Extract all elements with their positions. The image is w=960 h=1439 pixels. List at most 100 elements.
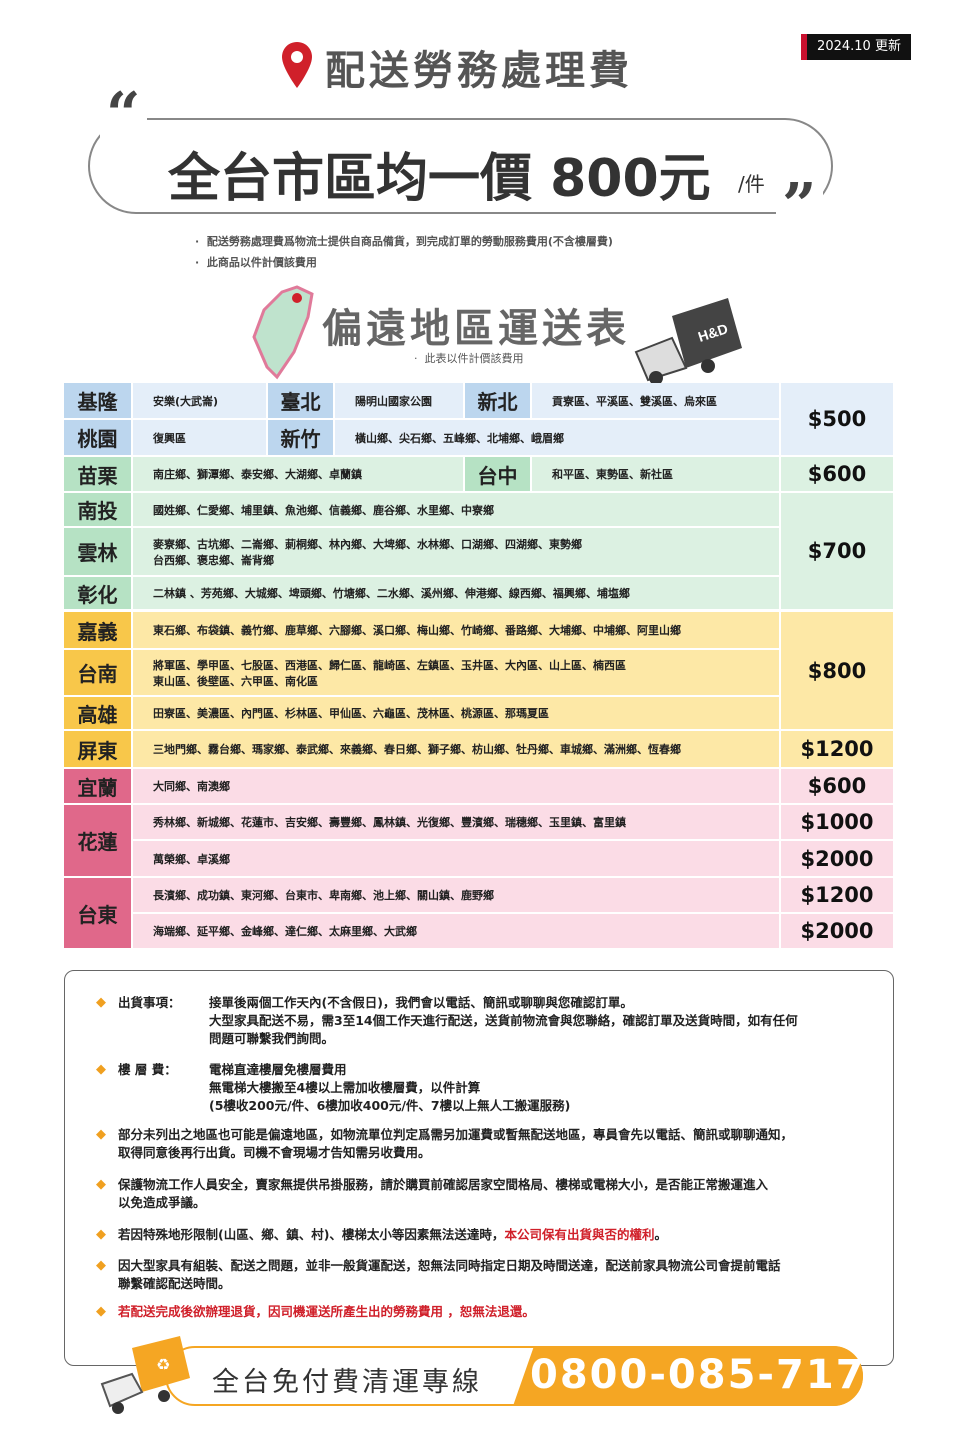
district-list: 東石鄉、布袋鎮、義竹鄉、鹿草鄉、六腳鄉、溪口鄉、梅山鄉、竹崎鄉、番路鄉、大埔鄉、… <box>153 624 681 637</box>
fee-note-text: 此商品以件計價該費用 <box>206 256 317 269</box>
location-pin-icon <box>282 42 312 88</box>
note-terrain: ◆ 若因特殊地形限制(山區、鄉、鎮、村)、樓梯太小等因素無法送達時，本公司保有出貨… <box>96 1226 667 1244</box>
district-list: 國姓鄉、仁愛鄉、埔里鎮、魚池鄉、信義鄉、鹿谷鄉、水里鄉、中寮鄉 <box>153 503 494 517</box>
region-label: 花蓮 <box>64 805 131 876</box>
note-line: (5樓收200元/件、6樓加收400元/件、7樓以上無人工搬運服務) <box>209 1098 571 1113</box>
recycle-truck-icon: ♻ <box>100 1336 190 1414</box>
hotline-number[interactable]: 0800-085-717 <box>530 1352 866 1398</box>
district-cell: 大同鄉、南澳鄉 <box>133 769 779 803</box>
district-cell: 海端鄉、延平鄉、金峰鄉、達仁鄉、太麻里鄉、大武鄉 <box>133 914 779 948</box>
district-cell: 將軍區、學甲區、七股區、西港區、歸仁區、龍崎區、左鎮區、玉井區、大內區、山上區、… <box>133 650 779 695</box>
fee-note: · 配送勞務處理費爲物流士提供自商品備貨，到完成訂單的勞動服務費用(不含樓層費) <box>195 235 613 248</box>
district-list: 安樂(大武崙) <box>153 394 219 408</box>
district-list: 東山區、後壁區、六甲區、南化區 <box>153 674 318 688</box>
remote-area-subtitle: · 此表以件計價該費用 <box>414 352 524 365</box>
note-line: 問題可聯繫我們詢問。 <box>209 1031 335 1046</box>
diamond-bullet-icon: ◆ <box>96 1227 106 1242</box>
district-list: 貢寮區、平溪區、雙溪區、烏來區 <box>552 394 717 408</box>
district-cell: 和平區、東勢區、新社區 <box>532 457 779 491</box>
district-list: 南庄鄉、獅潭鄉、泰安鄉、大湖鄉、卓蘭鎮 <box>153 468 362 481</box>
note-line: 接單後兩個工作天內(不含假日)，我們會以電話、簡訊或聊聊與您確認訂單。 <box>209 995 633 1010</box>
note-line: 保護物流工作人員安全，賣家無提供吊掛服務，請於購買前確認居家空間格局、樓梯或電梯… <box>118 1177 769 1192</box>
open-quote-icon: “ <box>100 80 147 150</box>
price-cell: $800 <box>781 612 893 729</box>
district-list: 橫山鄉、尖石鄉、五峰鄉、北埔鄉、峨眉鄉 <box>355 431 564 445</box>
note-shipping: ◆ 出貨事項： <box>96 994 181 1012</box>
diamond-bullet-icon: ◆ <box>96 1062 106 1077</box>
district-list: 二林鎮 、芳苑鄉、大城鄉、埤頭鄉、竹塘鄉、二水鄉、溪州鄉、伸港鄉、線西鄉、福興鄉… <box>153 587 630 600</box>
region-label: 高雄 <box>64 697 131 729</box>
note-label: 出貨事項： <box>118 995 181 1010</box>
remote-area-title: 偏遠地區運送表 <box>322 306 630 352</box>
district-cell: 國姓鄉、仁愛鄉、埔里鎮、魚池鄉、信義鄉、鹿谷鄉、水里鄉、中寮鄉 <box>133 493 779 526</box>
region-label: 新北 <box>465 383 530 418</box>
region-label: 新竹 <box>268 420 333 455</box>
note-line: 若因特殊地形限制(山區、鄉、鎮、村)、樓梯太小等因素無法送達時， <box>118 1227 505 1242</box>
region-label: 南投 <box>64 493 131 526</box>
note-schedule: ◆ 因大型家具有組裝、配送之問題，並非一般貨運配送，恕無法同時指定日期及時間送達，… <box>96 1257 781 1293</box>
price-cell: $600 <box>781 769 893 803</box>
district-cell: 麥寮鄉、古坑鄉、二崙鄉、莿桐鄉、林內鄉、大埤鄉、水林鄉、口湖鄉、四湖鄉、東勢鄉台… <box>133 528 779 575</box>
note-floor-body: 電梯直達樓層免樓層費用無電梯大樓搬至4樓以上需加收樓層費，以件計算 (5樓收200… <box>209 1061 570 1115</box>
remote-subtitle-text: 此表以件計價該費用 <box>424 352 524 365</box>
fee-note-text: 配送勞務處理費爲物流士提供自商品備貨，到完成訂單的勞動服務費用(不含樓層費) <box>206 235 613 248</box>
note-return: ◆ 若配送完成後欲辦理退貨，因司機運送所產生出的勞務費用 ，恕無法退還。 <box>96 1303 535 1321</box>
note-line: 電梯直達樓層免樓層費用 <box>209 1062 347 1077</box>
note-highlight: 本公司保有出貨與否的權利 <box>504 1227 655 1242</box>
update-badge: 2024.10 更新 <box>801 34 911 60</box>
region-label: 嘉義 <box>64 612 131 648</box>
note-line: 大型家具配送不易，需3至14個工作天進行配送，送貨前物流會與您聯絡，確認訂單及送… <box>209 1013 798 1028</box>
note-safety: ◆ 保護物流工作人員安全，賣家無提供吊掛服務，請於購買前確認居家空間格局、樓梯或電… <box>96 1176 769 1212</box>
page-title: 配送勞務處理費 <box>325 48 633 94</box>
price-cell: $2000 <box>781 841 893 876</box>
district-list: 麥寮鄉、古坑鄉、二崙鄉、莿桐鄉、林內鄉、大埤鄉、水林鄉、口湖鄉、四湖鄉、東勢鄉 <box>153 537 582 551</box>
note-line: 無電梯大樓搬至4樓以上需加收樓層費，以件計算 <box>209 1080 481 1095</box>
district-cell: 二林鎮 、芳苑鄉、大城鄉、埤頭鄉、竹塘鄉、二水鄉、溪州鄉、伸港鄉、線西鄉、福興鄉… <box>133 577 779 609</box>
district-list: 海端鄉、延平鄉、金峰鄉、達仁鄉、太麻里鄉、大武鄉 <box>153 925 417 938</box>
district-list: 復興區 <box>153 431 186 445</box>
note-remote: ◆ 部分未列出之地區也可能是偏遠地區，如物流單位判定爲需另加運費或暫無配送地區，專… <box>96 1126 794 1162</box>
region-label: 台東 <box>64 878 131 948</box>
note-floor: ◆ 樓 層 費： <box>96 1061 177 1079</box>
district-list: 三地門鄉、霧台鄉、瑪家鄉、泰武鄉、來義鄉、春日鄉、獅子鄉、枋山鄉、牡丹鄉、車城鄉… <box>153 743 681 756</box>
district-cell: 長濱鄉、成功鎮、東河鄉、台東市、卑南鄉、池上鄉、關山鎮、鹿野鄉 <box>133 878 779 912</box>
diamond-bullet-icon: ◆ <box>96 1177 106 1192</box>
district-list: 陽明山國家公園 <box>355 394 432 408</box>
district-list: 和平區、東勢區、新社區 <box>552 468 673 481</box>
district-cell: 貢寮區、平溪區、雙溪區、烏來區 <box>532 383 779 418</box>
price-cell: $1000 <box>781 805 893 839</box>
district-list: 萬榮鄉、卓溪鄉 <box>153 852 230 866</box>
district-list: 台西鄉、褒忠鄉、崙背鄉 <box>153 553 274 567</box>
district-cell: 萬榮鄉、卓溪鄉 <box>133 841 779 876</box>
price-cell: $2000 <box>781 914 893 948</box>
fee-note: · 此商品以件計價該費用 <box>195 256 317 269</box>
close-quote-icon: ” <box>776 176 823 236</box>
district-cell: 秀林鄉、新城鄉、花蓮市、吉安鄉、壽豐鄉、鳳林鎮、光復鄉、豐濱鄉、瑞穗鄉、玉里鎮、… <box>133 805 779 839</box>
svg-text:♻: ♻ <box>156 1355 170 1374</box>
region-label: 宜蘭 <box>64 769 131 803</box>
district-cell: 橫山鄉、尖石鄉、五峰鄉、北埔鄉、峨眉鄉 <box>335 420 779 455</box>
diamond-bullet-icon: ◆ <box>96 1304 106 1319</box>
note-line: 聯繫確認配送時間。 <box>118 1276 231 1291</box>
note-line: 。 <box>654 1227 667 1242</box>
district-cell: 復興區 <box>133 420 266 455</box>
price-cell: $600 <box>781 457 893 491</box>
price-cell: $1200 <box>781 878 893 912</box>
diamond-bullet-icon: ◆ <box>96 1258 106 1273</box>
region-label: 彰化 <box>64 577 131 609</box>
region-label: 臺北 <box>268 383 333 418</box>
diamond-bullet-icon: ◆ <box>96 1127 106 1142</box>
region-label: 屏東 <box>64 731 131 767</box>
district-cell: 南庄鄉、獅潭鄉、泰安鄉、大湖鄉、卓蘭鎮 <box>133 457 463 491</box>
note-line: 因大型家具有組裝、配送之問題，並非一般貨運配送，恕無法同時指定日期及時間送達，配… <box>118 1258 781 1273</box>
price-banner <box>88 118 833 214</box>
region-label: 基隆 <box>64 383 131 418</box>
price-cell: $500 <box>781 383 893 455</box>
district-cell: 東石鄉、布袋鎮、義竹鄉、鹿草鄉、六腳鄉、溪口鄉、梅山鄉、竹崎鄉、番路鄉、大埔鄉、… <box>133 612 779 648</box>
flat-price-text: 全台市區均一價 800元 <box>168 149 711 209</box>
note-line: 部分未列出之地區也可能是偏遠地區，如物流單位判定爲需另加運費或暫無配送地區，專員… <box>118 1127 794 1142</box>
taiwan-map-icon <box>252 285 314 380</box>
price-unit: /件 <box>738 172 765 196</box>
price-cell: $700 <box>781 493 893 609</box>
region-label: 苗栗 <box>64 457 131 491</box>
